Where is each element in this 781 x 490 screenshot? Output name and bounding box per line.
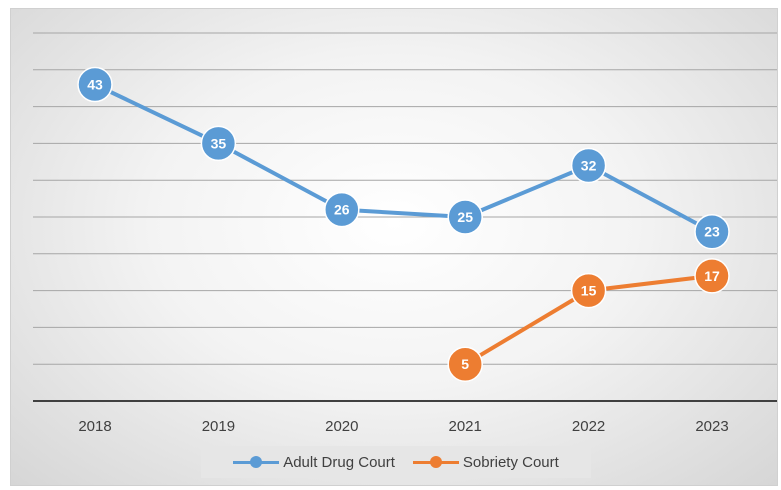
gridlines (33, 32, 777, 365)
data-label: 43 (87, 77, 103, 93)
data-label: 26 (334, 202, 350, 218)
data-point (200, 125, 237, 162)
data-point (694, 213, 730, 250)
series-1: 5 15 17 (447, 258, 730, 382)
x-tick-label: 2019 (202, 418, 235, 435)
data-point (570, 147, 607, 184)
legend-item: Sobriety Court (412, 453, 559, 471)
x-axis: 2018 2019 2020 2021 2022 2023 (33, 400, 777, 435)
data-label: 15 (581, 283, 597, 299)
data-label: 32 (581, 157, 597, 173)
data-point (694, 258, 730, 294)
series-layer: 43 35 26 25 32 23 5 15 17 (77, 66, 730, 382)
data-point (570, 272, 607, 309)
legend: Adult Drug Court Sobriety Court (201, 446, 591, 478)
legend-label: Sobriety Court (462, 453, 559, 471)
legend-swatch (412, 456, 459, 468)
chart-area: 2018 2019 2020 2021 2022 2023 43 35 26 25 32 23 5 15… (10, 8, 778, 486)
series-0: 43 35 26 25 32 23 (77, 66, 730, 250)
x-tick-label: 2021 (449, 418, 482, 435)
data-point (77, 66, 113, 103)
data-point (447, 346, 483, 382)
x-tick-label: 2023 (695, 418, 728, 435)
data-point (324, 191, 360, 228)
data-label: 35 (211, 135, 227, 151)
data-label: 23 (704, 224, 720, 240)
data-label: 17 (704, 268, 720, 284)
x-tick-label: 2020 (325, 418, 358, 435)
data-point (447, 199, 483, 235)
series-line (94, 82, 713, 234)
line-chart: 2018 2019 2020 2021 2022 2023 43 35 26 25 32 23 5 15… (33, 32, 777, 435)
data-label: 25 (457, 209, 473, 225)
legend-label: Adult Drug Court (283, 453, 395, 471)
x-tick-label: 2022 (572, 418, 605, 435)
legend-item: Adult Drug Court (233, 454, 395, 471)
x-tick-label: 2018 (78, 418, 111, 435)
legend-swatch (233, 456, 280, 468)
data-label: 5 (461, 356, 469, 372)
